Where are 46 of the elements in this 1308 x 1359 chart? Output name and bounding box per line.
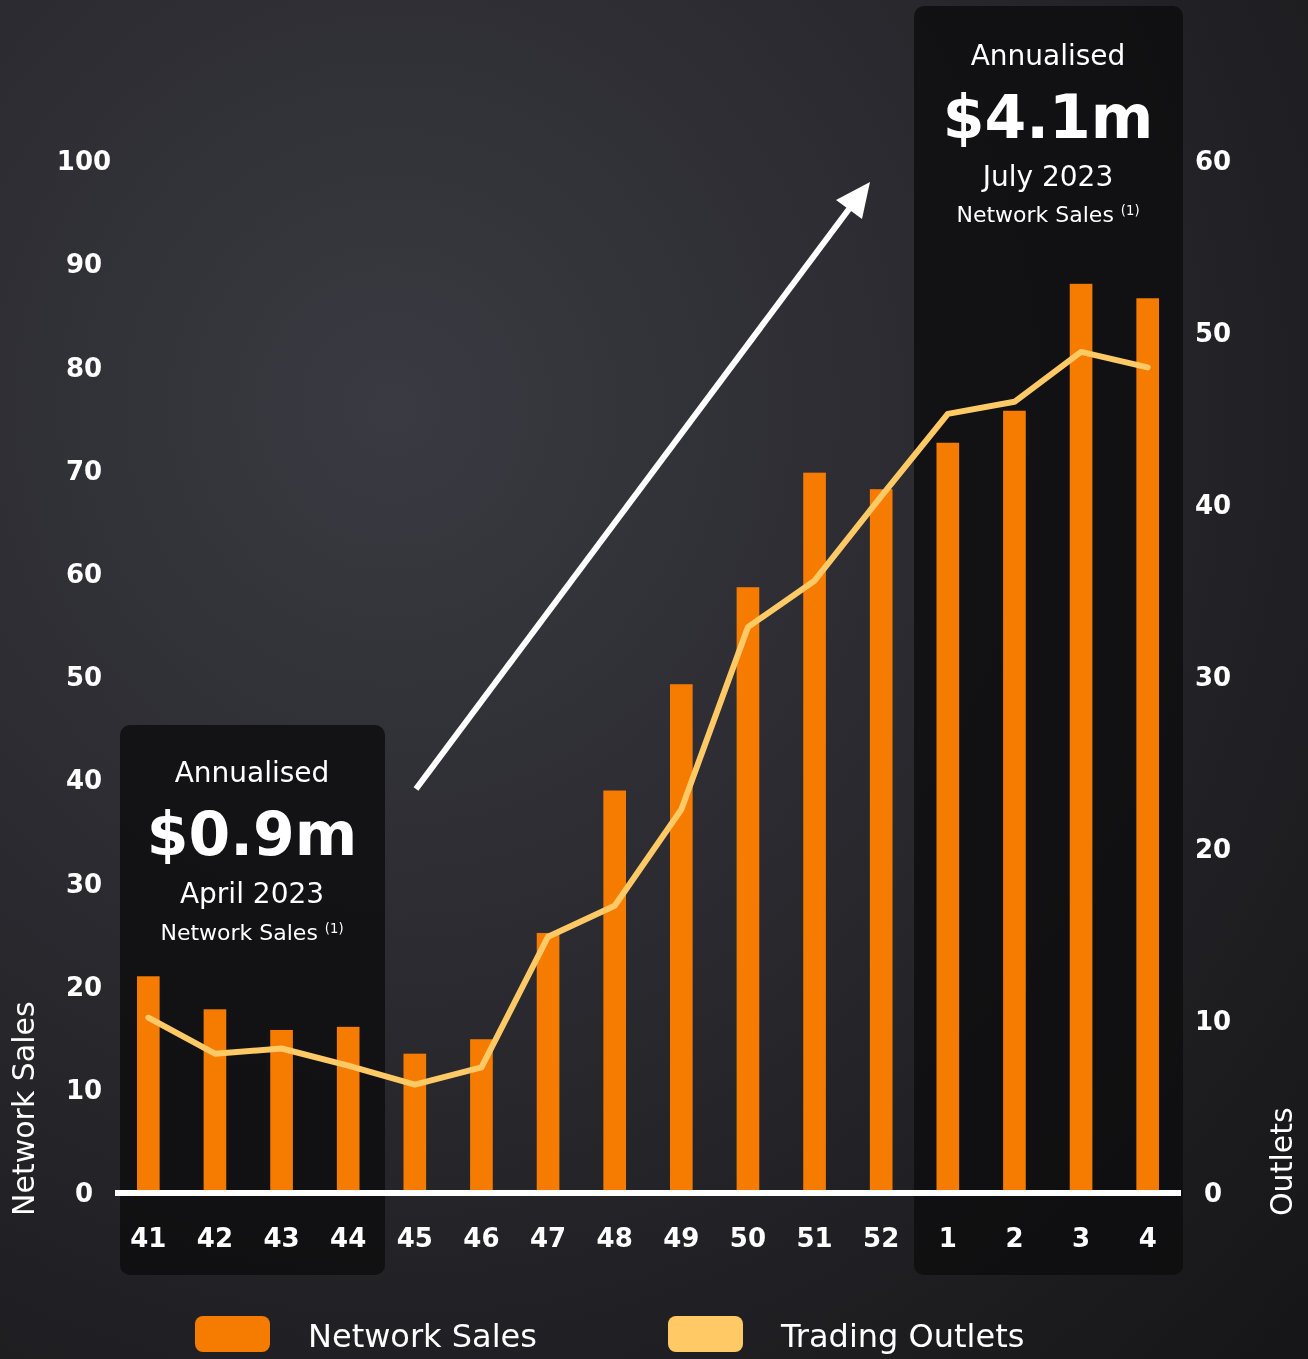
x-tick-label: 1 <box>938 1223 957 1254</box>
y2-tick-label: 60 <box>1194 146 1232 177</box>
x-tick-label: 41 <box>130 1223 167 1254</box>
x-tick-label: 2 <box>1005 1223 1024 1254</box>
y-tick-label: 10 <box>65 1074 103 1105</box>
y2-tick-label: 20 <box>1194 834 1232 865</box>
x-tick-label: 52 <box>863 1223 900 1254</box>
text: Annualised <box>970 39 1126 72</box>
x-tick-label: 46 <box>463 1223 500 1254</box>
text: $4.1m <box>942 82 1154 152</box>
annotation: $0.9m <box>146 799 358 869</box>
y-tick-label: 100 <box>56 146 112 177</box>
y-tick-label: 90 <box>65 249 103 280</box>
y-tick-label: 70 <box>65 455 103 486</box>
legend-label: Network Sales <box>308 1317 537 1356</box>
y-tick-label: 80 <box>65 352 103 383</box>
y2-tick-label: 50 <box>1194 318 1232 349</box>
y-axis-title: Network Sales <box>6 1001 41 1216</box>
x-tick-label: 47 <box>529 1223 567 1254</box>
y-tick-label: 60 <box>65 558 103 589</box>
annotation: July 2023 <box>980 160 1114 193</box>
x-tick-label: 4 <box>1138 1223 1157 1254</box>
annotation: Network Sales $^{(1)}$ <box>956 202 1140 227</box>
annotation: Annualised <box>174 756 330 789</box>
y-tick-label: 40 <box>65 765 103 796</box>
y-tick-label: 30 <box>65 868 103 899</box>
annotation: April 2023 <box>179 877 325 910</box>
annotation: Network Sales $^{(1)}$ <box>160 920 344 945</box>
x-tick-label: 50 <box>729 1223 767 1254</box>
y2-tick-label: 10 <box>1194 1006 1232 1037</box>
x-tick-label: 45 <box>396 1223 433 1254</box>
y2-tick-label: 0 <box>1203 1178 1223 1209</box>
x-tick-label: 49 <box>663 1223 700 1254</box>
y2-tick-label: 40 <box>1194 490 1232 521</box>
y2-axis-title: Outlets <box>1264 1107 1299 1216</box>
x-tick-label: 42 <box>196 1223 234 1254</box>
x-tick-label: 51 <box>796 1223 833 1254</box>
y-tick-label: 50 <box>65 662 103 693</box>
y-tick-label: 20 <box>65 971 103 1002</box>
x-tick-label: 44 <box>330 1223 367 1254</box>
x-tick-label: 48 <box>596 1223 633 1254</box>
y2-tick-label: 30 <box>1194 662 1232 693</box>
x-tick-label: 43 <box>263 1223 300 1254</box>
x-tick-label: 3 <box>1072 1223 1091 1254</box>
y-tick-label: 0 <box>74 1178 94 1209</box>
legend-label: Trading Outlets <box>780 1317 1025 1356</box>
